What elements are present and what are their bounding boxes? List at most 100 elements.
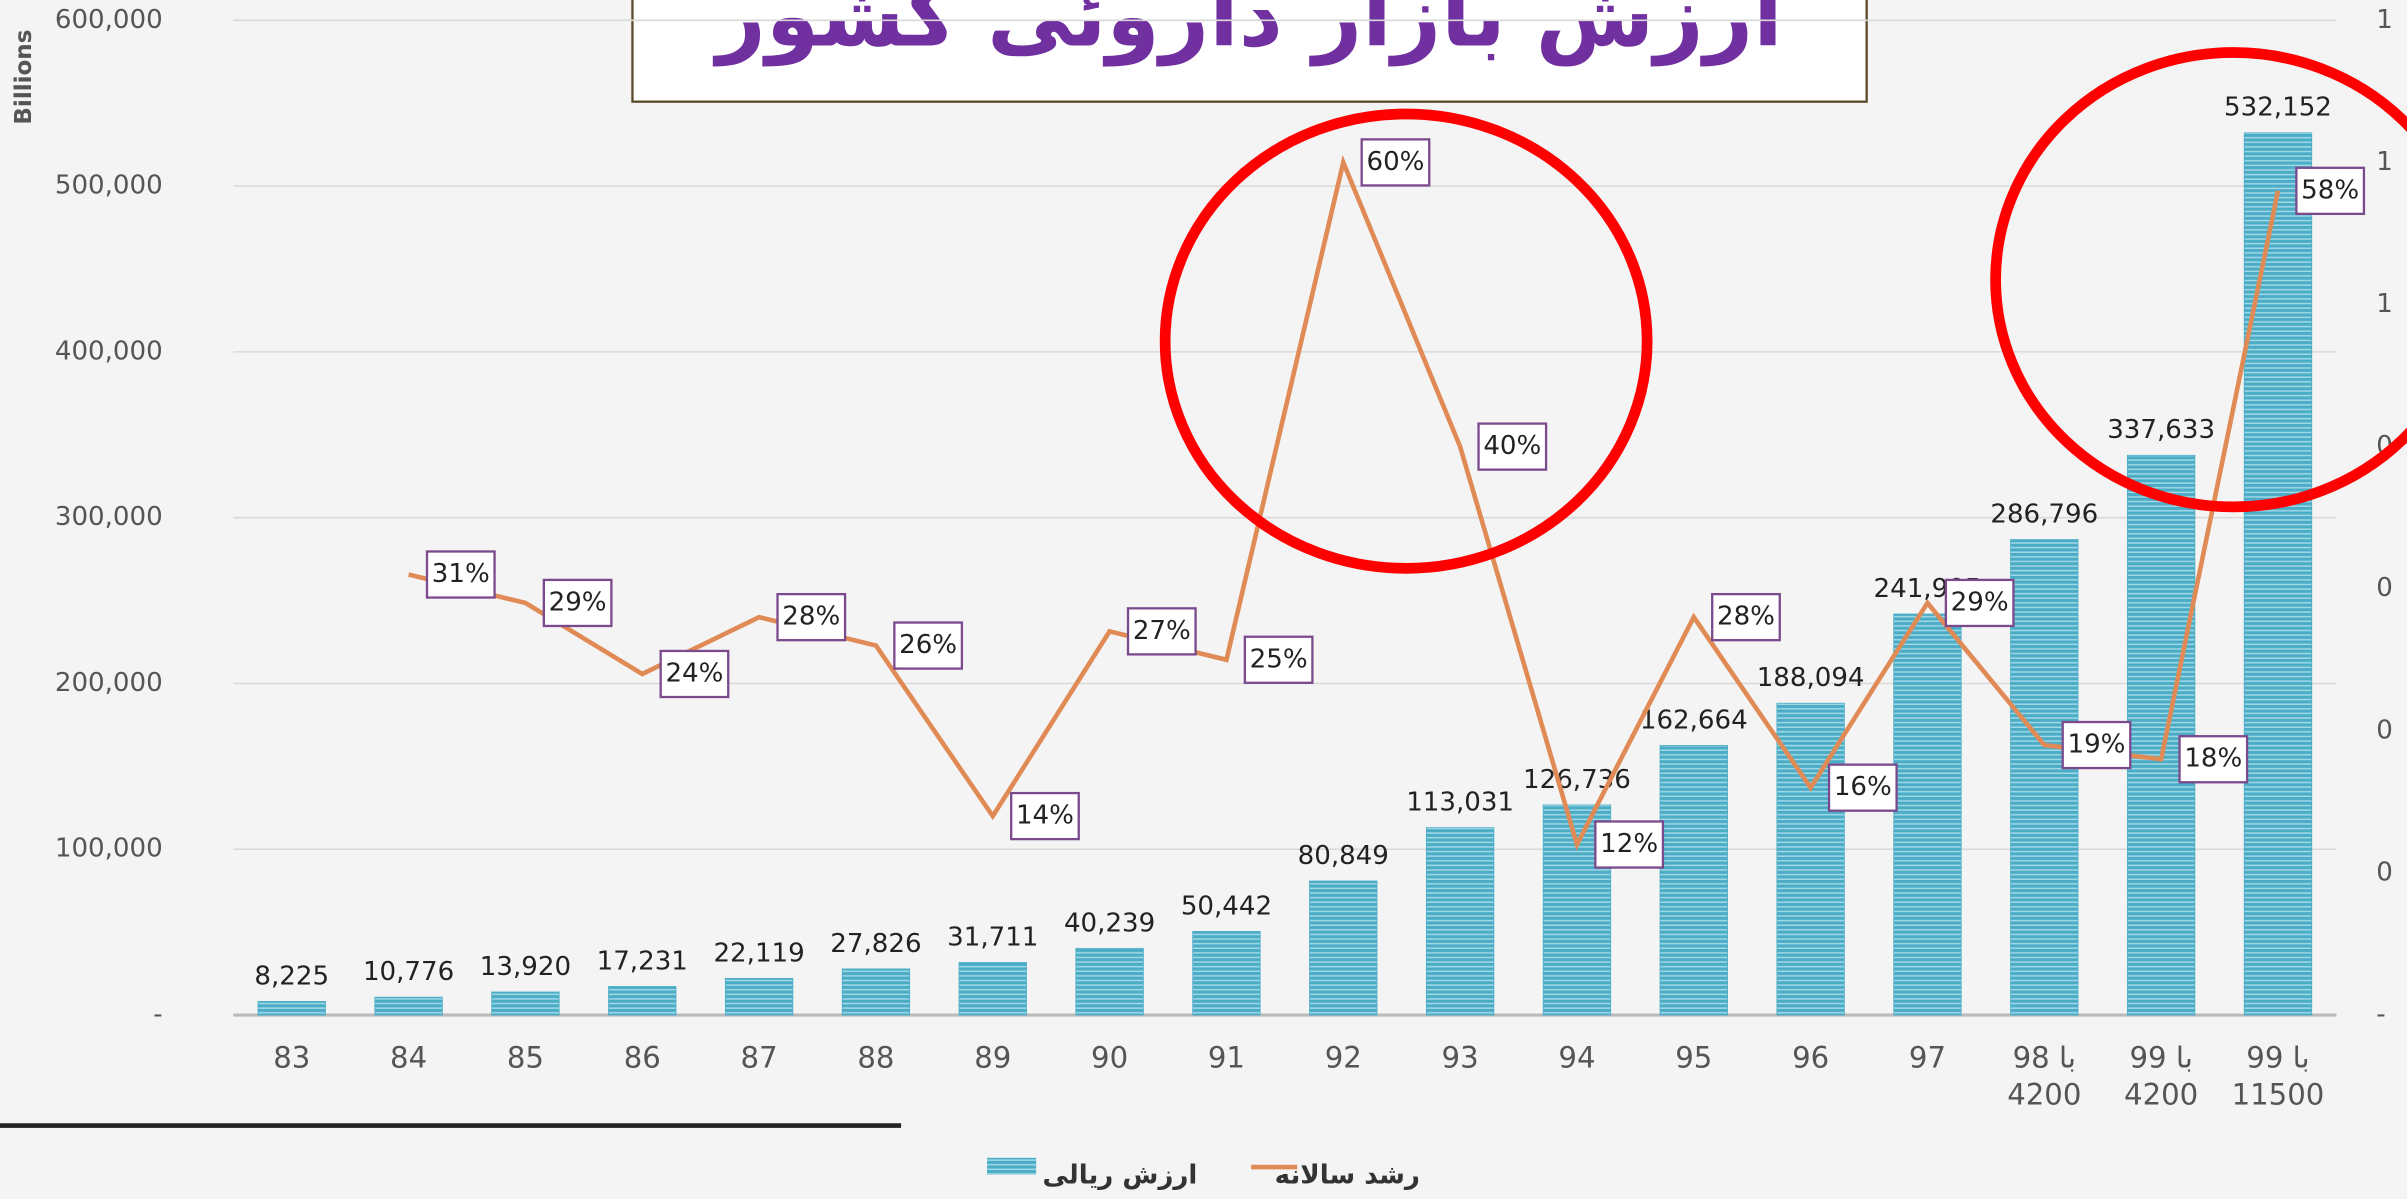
line-value-label: 28% <box>782 602 840 632</box>
highlight-circle <box>1159 108 1653 574</box>
y-tick-label: 400,000 <box>55 336 163 366</box>
x-tick-label: 84 <box>390 1041 427 1075</box>
bar-value-label: 13,920 <box>480 952 571 982</box>
line-value-label: 12% <box>1600 829 1658 859</box>
line-label-box <box>1243 635 1314 684</box>
x-tick-label: 96 <box>1792 1041 1829 1075</box>
bar <box>841 968 911 1016</box>
bar <box>724 977 794 1016</box>
line-label-box <box>542 578 613 628</box>
bar <box>1192 931 1261 1016</box>
x-tick-label: 91 <box>1208 1041 1245 1075</box>
legend-swatch <box>987 1157 1037 1175</box>
bar-value-label: 337,633 <box>2107 415 2215 445</box>
line-label-box <box>425 550 496 599</box>
y-tick-label: 600,000 <box>55 5 163 35</box>
bar-value-label: 22,119 <box>713 938 804 968</box>
bar <box>2010 539 2079 1016</box>
line-value-label: 16% <box>1834 772 1892 802</box>
line-label-box <box>1477 422 1548 471</box>
y2-tick-label: 0 <box>2376 715 2393 745</box>
line-label-box <box>2178 735 2249 784</box>
x-tick-label: 98 با 4200 <box>2007 1041 2081 1112</box>
y2-tick-label: - <box>2376 1000 2385 1030</box>
bar-value-label: 162,664 <box>1640 705 1748 735</box>
line-value-label: 58% <box>2301 175 2359 205</box>
bar <box>374 996 443 1016</box>
line-value-label: 18% <box>2184 744 2242 774</box>
bar <box>257 1001 326 1016</box>
bar-value-label: 31,711 <box>947 922 1038 952</box>
line-label-box <box>776 592 847 642</box>
bar-value-label: 8,225 <box>254 961 329 991</box>
y2-tick-label: 0 <box>2376 573 2393 603</box>
line-value-label: 27% <box>1133 616 1191 646</box>
line-label-box <box>659 649 730 699</box>
x-tick-label: 99 با 11500 <box>2232 1041 2325 1112</box>
line-value-label: 24% <box>665 658 723 688</box>
y-tick-label: 200,000 <box>55 668 163 698</box>
bar-value-label: 27,826 <box>830 929 921 959</box>
bar-value-label: 532,152 <box>2224 93 2332 123</box>
highlight-circle <box>1990 47 2407 513</box>
bar <box>1893 613 1962 1016</box>
line-value-label: 40% <box>1483 431 1541 461</box>
y2-tick-label: 0 <box>2376 857 2393 887</box>
y-axis-label: Billions <box>11 30 37 125</box>
line-label-box <box>2295 166 2366 216</box>
x-tick-label: 90 <box>1091 1041 1128 1075</box>
line-label-box <box>1360 138 1431 187</box>
bar-value-label: 50,442 <box>1181 891 1272 921</box>
bar-value-label: 40,239 <box>1064 908 1155 938</box>
x-tick-label: 99 با 4200 <box>2124 1041 2198 1112</box>
x-tick-label: 86 <box>624 1041 661 1075</box>
y2-tick-label: 1 <box>2376 147 2393 177</box>
line-label-box <box>1594 820 1665 869</box>
bar-value-label: 80,849 <box>1298 841 1389 871</box>
bar <box>958 962 1027 1016</box>
bar <box>608 986 677 1016</box>
bar-value-label: 113,031 <box>1406 788 1514 818</box>
line-label-box <box>1711 592 1781 642</box>
bar-value-label: 286,796 <box>1990 500 2098 530</box>
x-tick-label: 87 <box>741 1041 778 1075</box>
line-label-box <box>1010 791 1080 841</box>
bar <box>2243 132 2313 1016</box>
bar-value-label: 10,776 <box>363 957 454 987</box>
x-tick-label: 93 <box>1442 1041 1479 1075</box>
chart-title: ارزش بازار داروئی کشور <box>712 0 1782 66</box>
line-value-label: 19% <box>2068 730 2126 760</box>
line <box>408 154 2281 851</box>
bar <box>1659 744 1728 1016</box>
line-value-label: 26% <box>899 630 957 660</box>
line-label-box <box>1944 578 2015 628</box>
line-value-label: 29% <box>549 587 607 617</box>
title-box <box>631 0 1868 103</box>
x-tick-label: 88 <box>857 1041 894 1075</box>
y-tick-label: - <box>153 1000 162 1030</box>
y2-tick-label: 1 <box>2376 5 2393 35</box>
line-label-box <box>893 621 964 670</box>
line-value-label: 31% <box>432 559 490 589</box>
line-value-label: 29% <box>1951 587 2009 617</box>
y2-tick-label: 1 <box>2376 289 2393 319</box>
x-tick-label: 85 <box>507 1041 544 1075</box>
bar-value-label: 17,231 <box>597 946 688 976</box>
bar-value-label: 188,094 <box>1757 663 1865 693</box>
x-tick-label: 97 <box>1909 1041 1946 1075</box>
x-tick-label: 89 <box>974 1041 1011 1075</box>
line-value-label: 25% <box>1250 644 1308 674</box>
line-value-label: 14% <box>1016 801 1074 831</box>
line-label-box <box>1827 763 1898 812</box>
bar <box>491 991 560 1016</box>
bar <box>1425 827 1495 1016</box>
line-label-box <box>2061 720 2132 770</box>
bar <box>1309 880 1378 1016</box>
x-tick-label: 95 <box>1675 1041 1712 1075</box>
line-value-label: 28% <box>1717 602 1775 632</box>
line-value-label: 60% <box>1366 147 1424 177</box>
y-tick-label: 300,000 <box>55 502 163 532</box>
y-tick-label: 100,000 <box>55 834 163 864</box>
legend-label: ارزش ریالی <box>1043 1161 1198 1191</box>
